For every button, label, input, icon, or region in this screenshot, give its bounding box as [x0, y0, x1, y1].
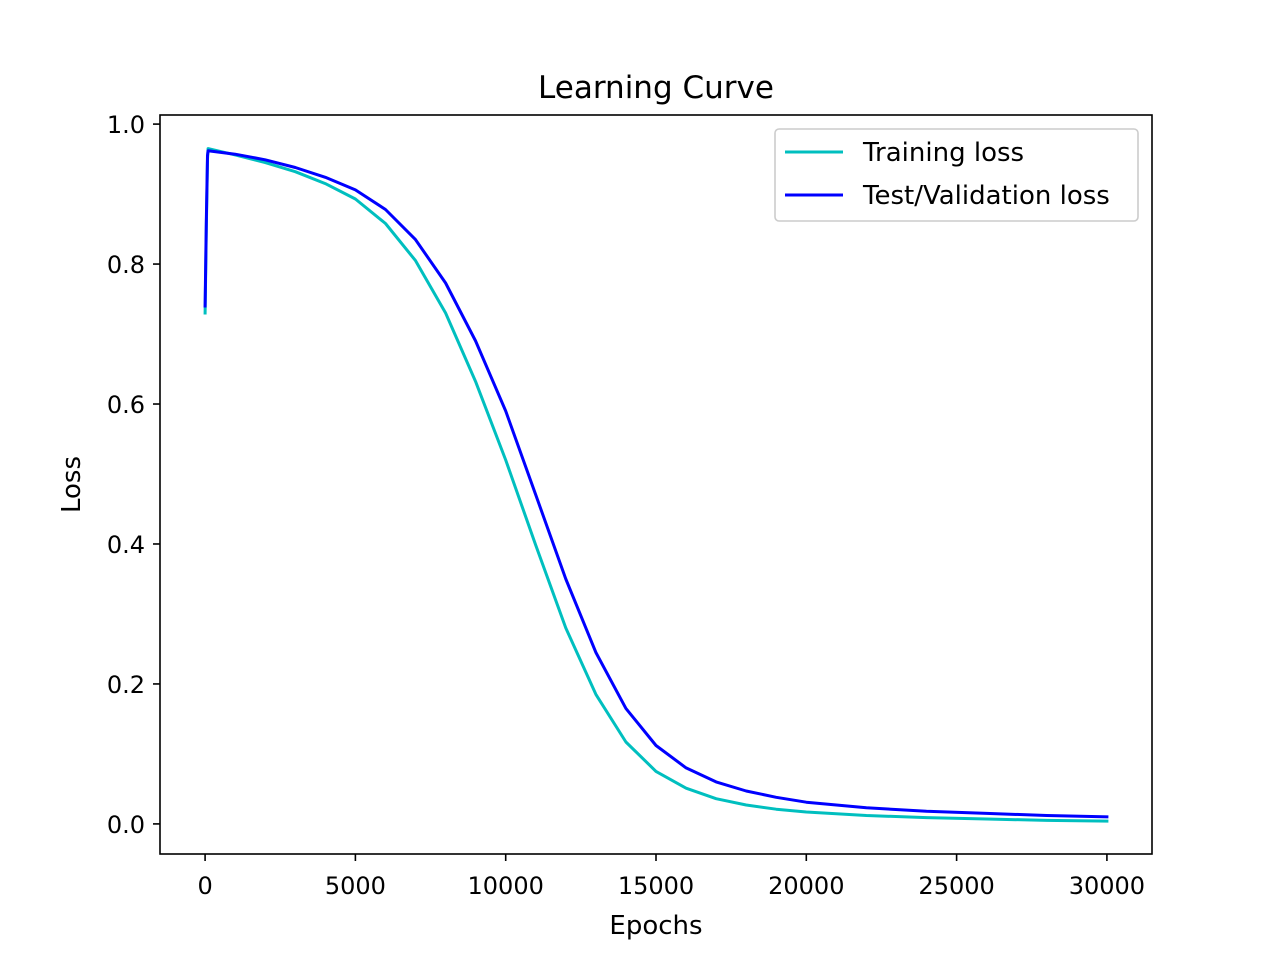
x-tick-label: 30000: [1069, 872, 1145, 900]
y-tick-label: 0.4: [107, 531, 145, 559]
x-tick-label: 25000: [918, 872, 994, 900]
series-line-1: [203, 147, 1109, 823]
x-tick-label: 5000: [325, 872, 386, 900]
series-line-2: [203, 149, 1109, 819]
x-tick-label: 15000: [618, 872, 694, 900]
y-tick-label: 0.8: [107, 251, 145, 279]
y-tick-label: 0.0: [107, 811, 145, 839]
legend: Training loss Test/Validation loss: [774, 128, 1139, 222]
axes: Learning Curve Epochs Loss 0 5000 10000 150…: [57, 70, 1153, 941]
x-tick-label: 20000: [768, 872, 844, 900]
chart-title: Learning Curve: [538, 70, 774, 106]
y-tick-label: 0.2: [107, 671, 145, 699]
legend-box: [774, 128, 1139, 222]
plot-area: [203, 147, 1109, 823]
legend-label: Test/Validation loss: [862, 181, 1110, 211]
x-tick-label: 0: [197, 872, 212, 900]
y-tick-label: 0.6: [107, 391, 145, 419]
y-tick-label: 1.0: [107, 111, 145, 139]
y-axis-title: Loss: [57, 456, 87, 513]
x-tick-label: 10000: [468, 872, 544, 900]
legend-label: Training loss: [862, 138, 1024, 168]
x-axis-title: Epochs: [609, 911, 702, 941]
